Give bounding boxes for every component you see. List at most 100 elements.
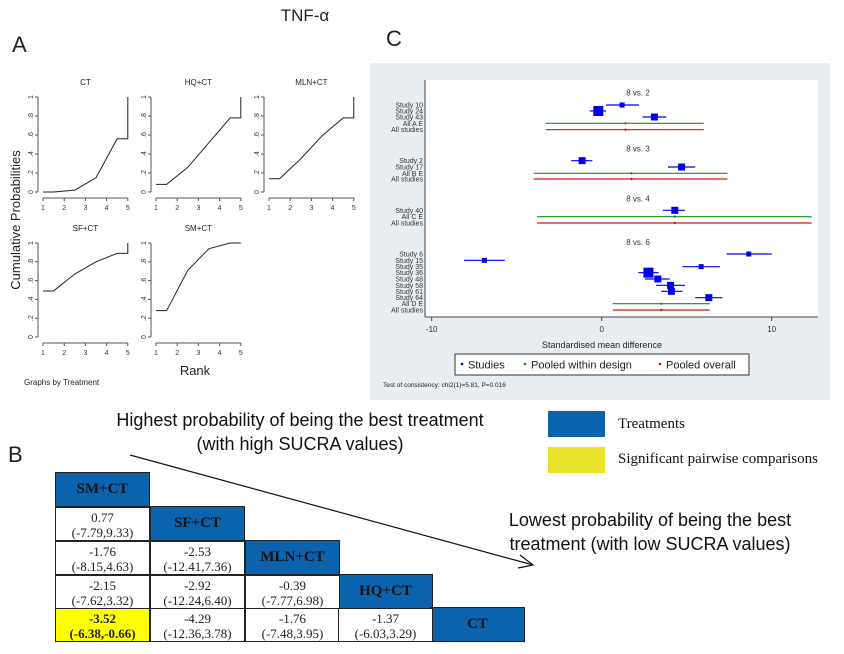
comparison-ci: (-6.03,3.29) (354, 626, 417, 641)
forest-row-label: All B E (402, 171, 423, 178)
rank-y-tick-label: .4 (141, 151, 148, 157)
legend-marker (658, 362, 662, 366)
rank-y-tick-label: .6 (254, 132, 261, 138)
rank-x-tick-label: 4 (105, 205, 109, 212)
rank-x-tick-label: 4 (218, 205, 222, 212)
rank-y-tick-label: .2 (28, 315, 35, 321)
forest-row-label: Study 2 (399, 158, 423, 165)
rank-x-tick-label: 2 (175, 350, 179, 357)
legend-marker (460, 362, 464, 366)
rank-x-tick-label: 2 (62, 205, 66, 212)
comparison-cell: -3.52 (-6.38,-0.66) (55, 608, 150, 642)
comparison-cell: -1.76 (-8.15,4.63) (55, 541, 150, 575)
treatment-cell-ct: CT (430, 607, 525, 642)
rank-x-tick-label: 2 (175, 205, 179, 212)
rank-y-tick-label: .8 (254, 113, 261, 119)
forest-pooled-marker (673, 221, 676, 225)
comparison-cell: -1.37 (-6.03,3.29) (338, 608, 433, 642)
rank-line-hq-ct (156, 97, 242, 185)
forest-row-label: All D E (402, 301, 424, 308)
comparison-estimate: -2.53 (183, 544, 212, 559)
rank-y-tick-label: 1 (28, 241, 35, 245)
rank-y-tick-label: 0 (28, 190, 35, 194)
highest-text-line-1: Highest probability of being the best tr… (116, 410, 484, 430)
rank-x-tick-label: 5 (126, 205, 130, 212)
rank-y-tick-label: .8 (28, 113, 35, 119)
rank-y-tick-label: 0 (28, 335, 35, 339)
sucra-arrow-head (517, 554, 535, 569)
rank-y-tick-label: 1 (254, 95, 261, 99)
forest-x-tick-label: 10 (767, 325, 776, 334)
forest-row-label: Study 58 (395, 283, 423, 290)
rank-y-tick-label: 0 (141, 335, 148, 339)
figure-title: TNF-α (280, 6, 330, 25)
forest-row-label: Study 6 (399, 252, 423, 259)
comparison-cell: -1.76 (-7.48,3.95) (245, 608, 340, 642)
forest-study-marker (667, 281, 675, 289)
forest-x-tick-label: 0 (599, 325, 604, 334)
comparison-estimate: -2.15 (88, 578, 117, 593)
rank-y-tick-label: 0 (254, 190, 261, 194)
rank-x-tick-label: 1 (267, 205, 271, 212)
forest-row-label: Study 35 (395, 264, 423, 271)
forest-study-marker (650, 113, 658, 121)
comparison-estimate: -1.37 (371, 611, 400, 626)
legend-item-label: Studies (468, 360, 505, 372)
rank-y-tick-label: 1 (141, 241, 148, 245)
forest-study-marker (667, 287, 675, 295)
forest-study-marker (705, 294, 713, 302)
forest-pooled-marker (660, 308, 663, 312)
forest-row-label: Study 36 (395, 270, 423, 277)
comparison-estimate: 0.77 (91, 510, 114, 525)
rank-y-tick-label: .6 (141, 132, 148, 138)
forest-study-marker (698, 264, 704, 270)
forest-study-marker (671, 206, 679, 214)
rank-x-tick-label: 3 (196, 350, 200, 357)
forest-row-label: Study 48 (395, 277, 423, 284)
rank-subplot-title: SF+CT (73, 224, 99, 233)
rank-x-tick-label: 3 (196, 205, 200, 212)
legend-label-treatments: Treatments (618, 416, 685, 432)
comparison-ci: (-7.79,9.33) (71, 525, 134, 540)
comparison-ci: (-12.24,6.40) (163, 593, 232, 608)
rank-x-tick-label: 4 (331, 205, 335, 212)
treatment-cell-sm-ct: SM+CT (55, 472, 150, 507)
rank-subplot-title: SM+CT (185, 224, 212, 233)
rank-x-tick-label: 2 (62, 350, 66, 357)
panel-label-c: C (386, 26, 402, 51)
comparison-cell: -4.29 (-12.36,3.78) (150, 608, 245, 642)
forest-row-label: Study 24 (395, 109, 423, 116)
rank-x-tick-label: 5 (352, 205, 356, 212)
forest-pooled-marker (630, 177, 633, 181)
legend-label-significant: Significant pairwise comparisons (618, 451, 818, 467)
comparison-ci: (-7.77,6.98) (261, 593, 324, 608)
comparison-cell: -2.92 (-12.24,6.40) (150, 575, 245, 609)
forest-legend-items: Studies Pooled within design Pooled overal… (460, 360, 736, 372)
comparison-ci: (-12.41,7.36) (163, 559, 232, 574)
rank-y-tick-label: .2 (141, 315, 148, 321)
rank-subplot-title: HQ+CT (185, 78, 212, 87)
forest-plot-area (425, 80, 818, 317)
rank-y-tick-label: .4 (141, 296, 148, 302)
rank-y-tick-label: .6 (141, 278, 148, 284)
forest-row-label: All studies (391, 177, 423, 184)
forest-row-label: Study 43 (395, 115, 423, 122)
rank-subplot-title: CT (80, 78, 91, 87)
sucra-arrow-line (129, 454, 534, 566)
rank-y-tick-label: .4 (28, 151, 35, 157)
rank-x-tick-label: 1 (154, 350, 158, 357)
rank-ylabel: Cumulative Probabilities (8, 150, 23, 290)
forest-group-title: 8 vs. 2 (626, 88, 650, 97)
rank-plots: CT 0 .2 .4 .6 .8 1 1 2 3 4 5 HQ+CT 0 .2 .4 .6 .8 1 1 2 3 4 5 MLN… (28, 78, 356, 357)
rank-subplot-title: MLN+CT (295, 78, 327, 87)
comparison-cell: -0.39 (-7.77,6.98) (245, 575, 340, 609)
forest-row-label: Study 64 (395, 295, 423, 302)
forest-group-title: 8 vs. 3 (626, 145, 650, 154)
forest-xlabel: Standardised mean difference (542, 340, 662, 350)
forest-x-tick-label: -10 (426, 325, 438, 334)
forest-study-marker (619, 102, 625, 108)
rank-y-tick-label: .6 (28, 132, 35, 138)
forest-study-marker (746, 251, 752, 257)
